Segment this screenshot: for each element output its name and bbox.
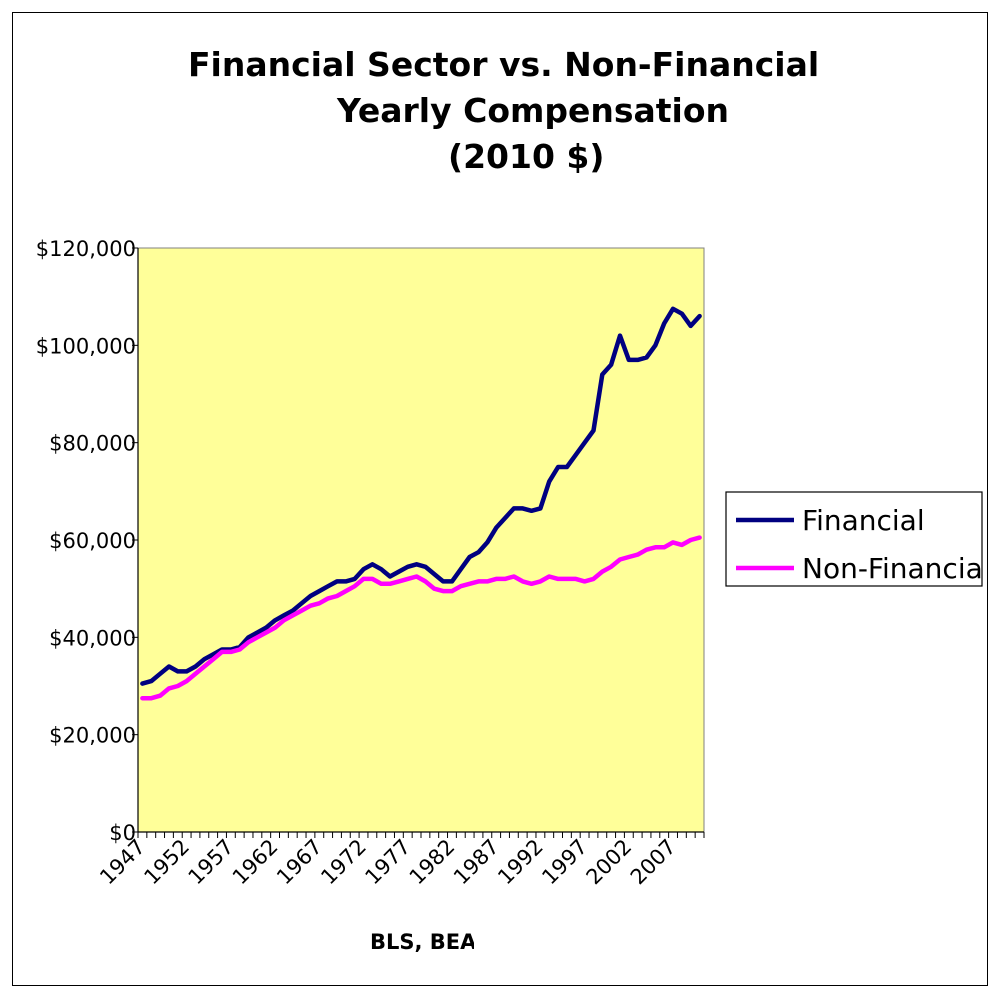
x-tick-label: 1992 [493, 835, 548, 890]
x-tick-label: 1997 [537, 835, 592, 890]
x-axis: 1947195219571962196719721977198219871992… [95, 831, 705, 890]
x-tick-label: 1952 [139, 835, 194, 890]
legend-label-non-financial: Non-Financial [802, 552, 991, 585]
y-tick-label: $20,000 [49, 724, 136, 748]
x-tick-label: 1987 [449, 835, 504, 890]
x-tick-label: 1977 [361, 835, 416, 890]
x-tick-label: 1972 [316, 835, 371, 890]
x-tick-label: 1982 [405, 835, 460, 890]
x-tick-label: 1962 [228, 835, 283, 890]
y-axis: $0 $20,000 $40,000 $60,000 $80,000 $100,000 $1… [36, 237, 139, 845]
y-tick-label: $120,000 [36, 237, 136, 261]
chart-title-line-1: Financial Sector vs. Non-Financial [188, 45, 820, 84]
series-line-non-financial [140, 535, 702, 701]
x-tick-label: 1967 [272, 835, 327, 890]
y-tick-label: $0 [109, 821, 136, 845]
plot-area [137, 247, 705, 833]
legend-box [725, 491, 983, 587]
legend: Financial Non-Financial [725, 491, 991, 587]
y-tick-label: $100,000 [36, 334, 136, 358]
series-lines [140, 306, 702, 701]
legend-label-financial: Financial [802, 504, 925, 537]
y-tick-label: $80,000 [49, 432, 136, 456]
source-label: BLS, BEA [370, 930, 474, 954]
y-tick-label: $60,000 [49, 529, 136, 553]
x-tick-label: 1957 [184, 835, 239, 890]
x-tick-label: 2002 [582, 835, 637, 890]
series-line-financial [140, 306, 702, 686]
chart-title-line-3: (2010 $) [448, 137, 605, 176]
chart-title-line-2: Yearly Compensation [337, 91, 730, 130]
y-tick-label: $40,000 [49, 626, 136, 650]
x-tick-label: 2007 [626, 835, 681, 890]
